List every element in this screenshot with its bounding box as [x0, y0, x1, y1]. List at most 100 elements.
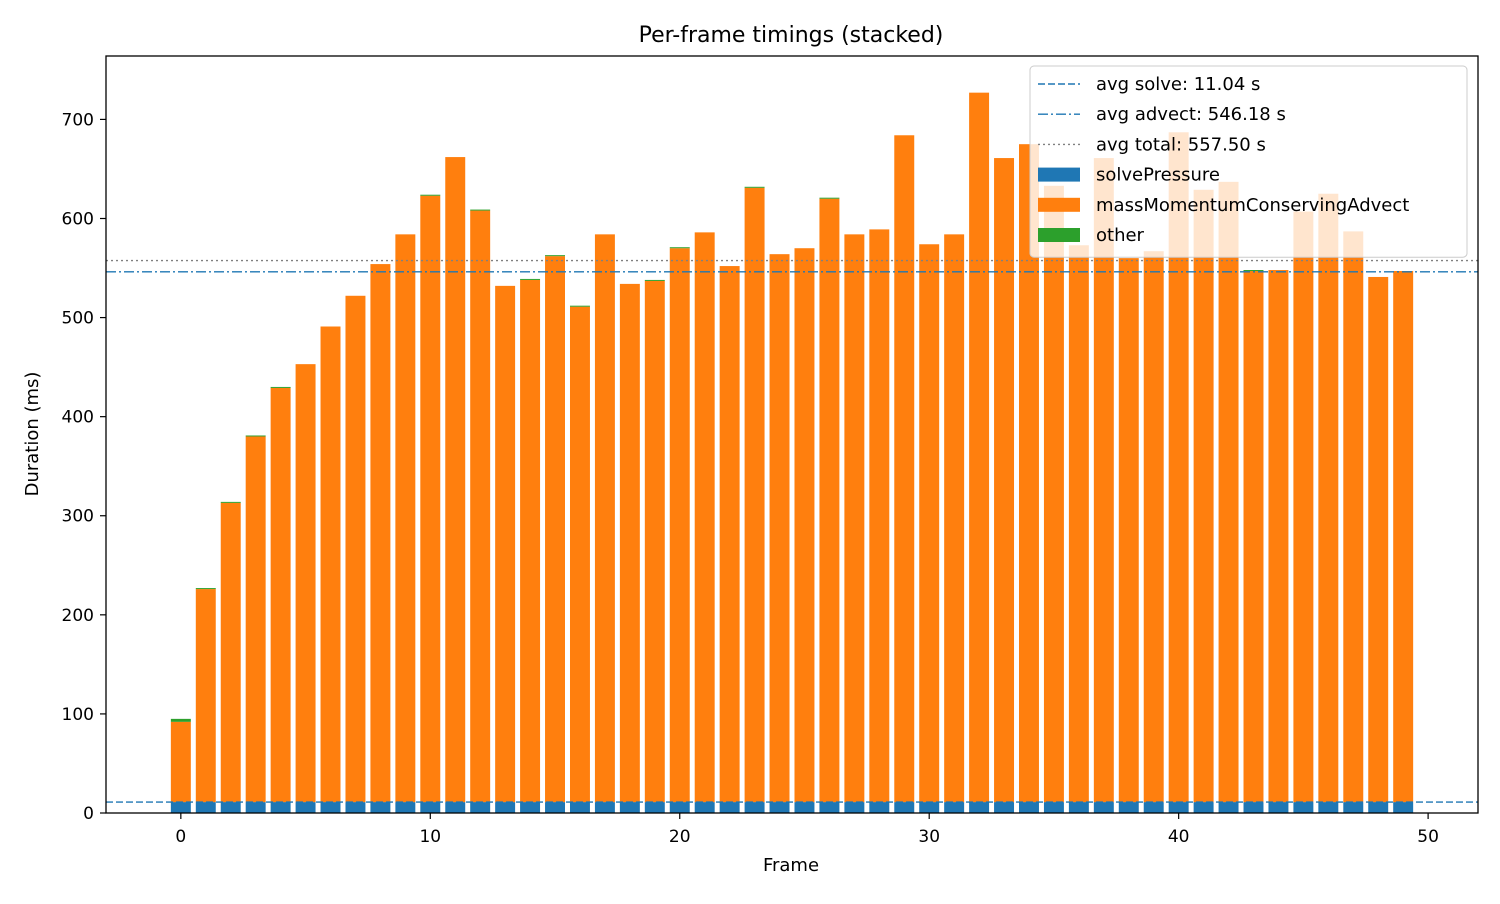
bar-solvePressure-frame-29 [894, 802, 915, 813]
bar-massMomentumConservingAdvect-frame-1 [195, 589, 216, 803]
bar-massMomentumConservingAdvect-frame-6 [320, 326, 341, 803]
bar-massMomentumConservingAdvect-frame-13 [495, 285, 516, 803]
bar-solvePressure-frame-21 [694, 802, 715, 813]
bar-solvePressure-frame-32 [969, 802, 990, 813]
bar-solvePressure-frame-34 [1019, 802, 1039, 813]
bar-massMomentumConservingAdvect-frame-38 [1118, 258, 1139, 803]
bar-massMomentumConservingAdvect-frame-10 [420, 195, 441, 803]
bar-solvePressure-frame-44 [1268, 802, 1289, 813]
bar-massMomentumConservingAdvect-frame-9 [395, 234, 416, 803]
bar-solvePressure-frame-40 [1168, 802, 1189, 813]
bar-solvePressure-frame-6 [320, 802, 341, 813]
bar-massMomentumConservingAdvect-frame-34 [1019, 144, 1039, 803]
x-tick-label-40: 40 [1168, 827, 1190, 847]
bar-massMomentumConservingAdvect-frame-27 [844, 234, 865, 803]
bar-solvePressure-frame-39 [1143, 802, 1164, 813]
reference-lines [106, 259, 1478, 803]
bar-massMomentumConservingAdvect-frame-26 [819, 198, 840, 803]
bar-massMomentumConservingAdvect-frame-21 [694, 232, 715, 803]
x-tick-label-30: 30 [918, 827, 940, 847]
bar-massMomentumConservingAdvect-frame-5 [295, 364, 316, 803]
bar-massMomentumConservingAdvect-frame-46 [1318, 193, 1339, 803]
bar-solvePressure-frame-46 [1318, 802, 1339, 813]
bar-massMomentumConservingAdvect-frame-18 [619, 283, 640, 803]
y-tick-label-500: 500 [62, 309, 94, 329]
bar-massMomentumConservingAdvect-frame-15 [545, 256, 565, 803]
bar-solvePressure-frame-31 [944, 802, 965, 813]
bar-solvePressure-frame-27 [844, 802, 865, 813]
bar-massMomentumConservingAdvect-frame-35 [1043, 185, 1064, 803]
bar-massMomentumConservingAdvect-frame-0 [170, 721, 191, 803]
bar-massMomentumConservingAdvect-frame-17 [594, 234, 615, 803]
bar-solvePressure-frame-47 [1343, 802, 1364, 813]
bar-massMomentumConservingAdvect-frame-24 [769, 254, 790, 803]
bars-group [170, 92, 1414, 813]
bar-solvePressure-frame-18 [619, 802, 640, 813]
bar-massMomentumConservingAdvect-frame-37 [1093, 158, 1114, 803]
legend-swatch-solvePressure [1038, 167, 1080, 182]
bar-solvePressure-frame-17 [594, 802, 615, 813]
bar-solvePressure-frame-22 [719, 802, 740, 813]
bar-massMomentumConservingAdvect-frame-12 [470, 210, 491, 803]
bar-massMomentumConservingAdvect-frame-36 [1068, 245, 1089, 803]
x-tick-label-20: 20 [669, 827, 691, 847]
y-tick-label-600: 600 [62, 209, 94, 229]
bar-massMomentumConservingAdvect-frame-22 [719, 266, 740, 803]
bar-massMomentumConservingAdvect-frame-44 [1268, 270, 1289, 803]
bar-solvePressure-frame-43 [1243, 802, 1264, 813]
bar-massMomentumConservingAdvect-frame-4 [270, 387, 291, 803]
bar-solvePressure-frame-16 [569, 802, 590, 813]
bar-other-frame-15 [545, 255, 565, 257]
bar-solvePressure-frame-8 [370, 802, 391, 813]
bar-massMomentumConservingAdvect-frame-23 [744, 187, 765, 803]
bar-solvePressure-frame-24 [769, 802, 790, 813]
bar-massMomentumConservingAdvect-frame-31 [944, 234, 965, 803]
y-tick-label-400: 400 [62, 408, 94, 428]
legend-box [1029, 65, 1468, 258]
bar-massMomentumConservingAdvect-frame-11 [445, 157, 466, 803]
bar-massMomentumConservingAdvect-frame-49 [1393, 271, 1414, 803]
legend-label-3: solvePressure [1096, 165, 1220, 186]
bar-solvePressure-frame-36 [1068, 802, 1089, 813]
x-tick-label-10: 10 [419, 827, 441, 847]
y-tick-label-0: 0 [83, 804, 94, 824]
bar-solvePressure-frame-1 [195, 802, 216, 813]
y-axis-label: Duration (ms) [22, 372, 43, 497]
bar-solvePressure-frame-20 [669, 802, 690, 813]
bar-massMomentumConservingAdvect-frame-40 [1168, 132, 1189, 803]
bar-massMomentumConservingAdvect-frame-2 [220, 502, 241, 803]
legend-label-2: avg total: 557.50 s [1096, 134, 1266, 155]
legend-label-4: massMomentumConservingAdvect [1096, 195, 1409, 216]
y-tick-label-700: 700 [62, 110, 94, 130]
bar-solvePressure-frame-11 [445, 802, 466, 813]
bar-other-frame-1 [195, 588, 216, 590]
bar-massMomentumConservingAdvect-frame-3 [245, 436, 266, 803]
bar-massMomentumConservingAdvect-frame-41 [1193, 189, 1214, 803]
bar-other-frame-26 [819, 197, 840, 199]
bar-massMomentumConservingAdvect-frame-8 [370, 264, 391, 803]
bar-massMomentumConservingAdvect-frame-43 [1243, 271, 1264, 803]
bar-other-frame-16 [569, 305, 590, 307]
bar-solvePressure-frame-33 [994, 802, 1015, 813]
bar-massMomentumConservingAdvect-frame-20 [669, 248, 690, 803]
bar-massMomentumConservingAdvect-frame-25 [794, 248, 815, 803]
bar-solvePressure-frame-0 [170, 802, 191, 813]
legend-label-0: avg solve: 11.04 s [1096, 74, 1260, 95]
bar-solvePressure-frame-15 [545, 802, 565, 813]
bar-other-frame-3 [245, 435, 266, 437]
bar-other-frame-12 [470, 209, 491, 211]
bar-other-frame-10 [420, 194, 441, 196]
bar-massMomentumConservingAdvect-frame-45 [1293, 211, 1314, 803]
bar-solvePressure-frame-42 [1218, 802, 1239, 813]
bar-solvePressure-frame-4 [270, 802, 291, 813]
x-tick-label-50: 50 [1417, 827, 1439, 847]
bar-other-frame-43 [1243, 270, 1264, 272]
bar-solvePressure-frame-35 [1043, 802, 1064, 813]
legend-swatch-other [1038, 228, 1080, 242]
chart-title: Per-frame timings (stacked) [639, 23, 944, 48]
bar-solvePressure-frame-38 [1118, 802, 1139, 813]
legend-label-5: other [1096, 225, 1145, 246]
bar-other-frame-20 [669, 247, 690, 249]
legend-label-1: avg advect: 546.18 s [1096, 104, 1286, 125]
bar-massMomentumConservingAdvect-frame-33 [994, 158, 1015, 803]
